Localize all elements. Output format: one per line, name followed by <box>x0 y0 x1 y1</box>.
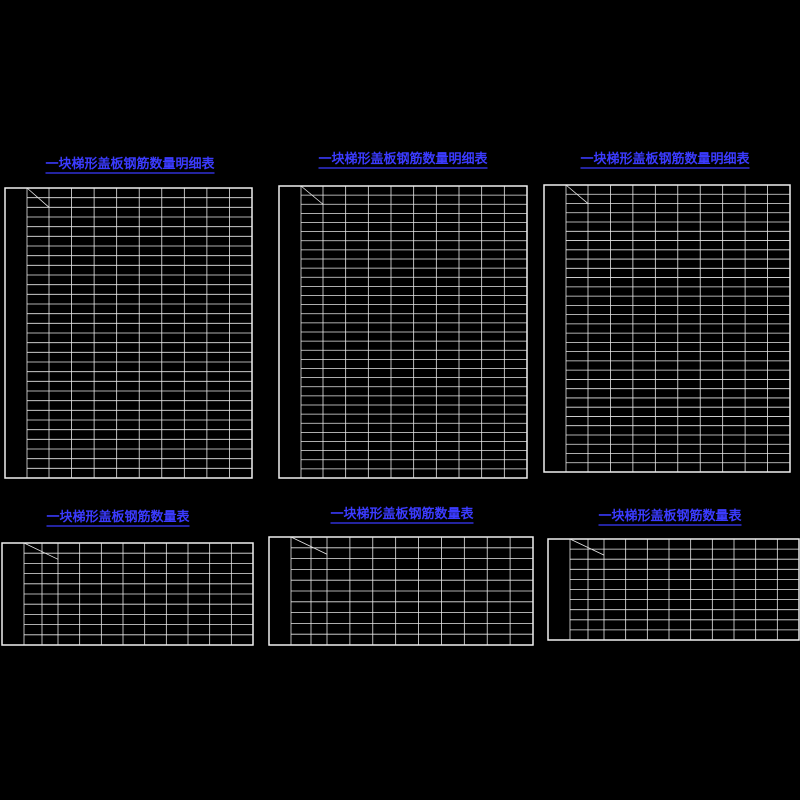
table-title: 一块梯形盖板钢筋数量明细表 <box>318 151 488 167</box>
table-title: 一块梯形盖板钢筋数量表 <box>598 508 742 524</box>
table-title: 一块梯形盖板钢筋数量明细表 <box>45 156 215 172</box>
header-diagonal <box>565 184 589 204</box>
table-title: 一块梯形盖板钢筋数量表 <box>46 509 190 525</box>
header-diagonal <box>300 185 324 205</box>
table-frame <box>543 184 791 473</box>
table-title: 一块梯形盖板钢筋数量表 <box>330 506 474 522</box>
header-diagonal <box>290 536 328 555</box>
table-title: 一块梯形盖板钢筋数量明细表 <box>580 151 750 167</box>
header-diagonal <box>569 538 605 556</box>
header-diagonal <box>26 187 50 208</box>
header-diagonal <box>23 542 59 560</box>
